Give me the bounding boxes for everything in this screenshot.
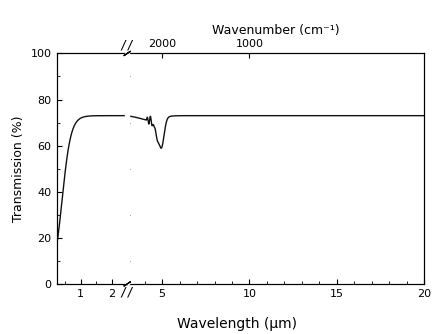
X-axis label: Wavenumber (cm⁻¹): Wavenumber (cm⁻¹) xyxy=(211,24,339,37)
Text: //: // xyxy=(119,39,135,52)
Text: //: // xyxy=(119,286,135,299)
Y-axis label: Transmission (%): Transmission (%) xyxy=(12,116,25,222)
Text: Wavelength (μm): Wavelength (μm) xyxy=(177,317,296,331)
